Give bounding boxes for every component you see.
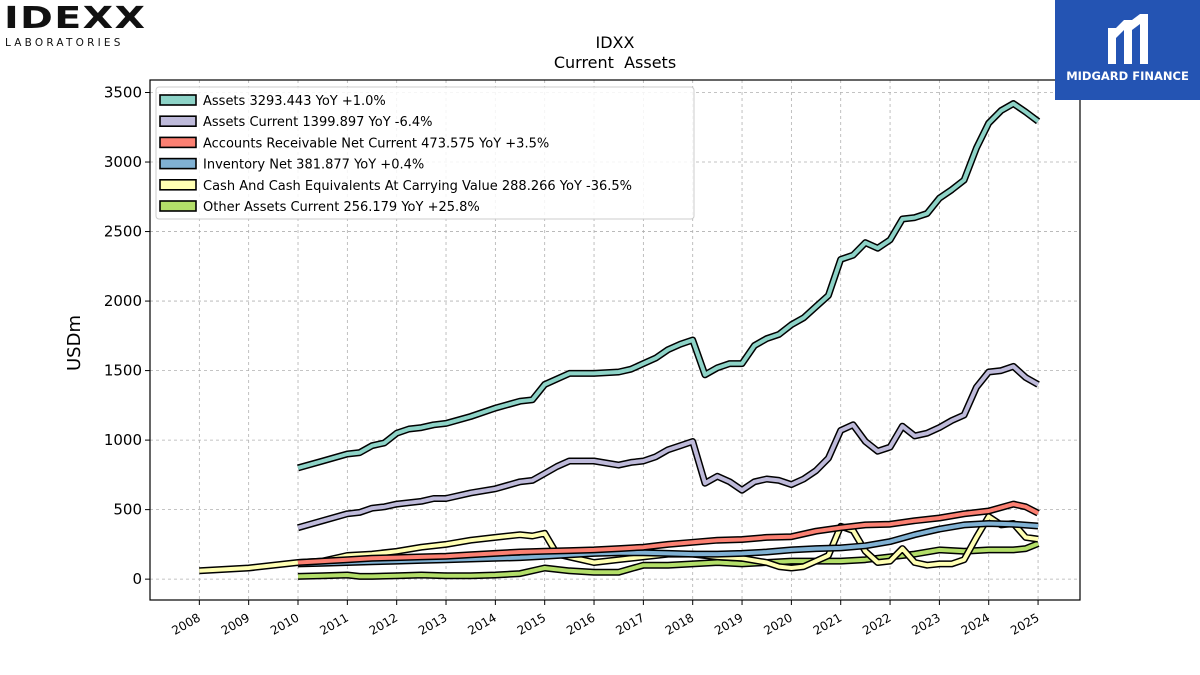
legend-swatch-5	[159, 200, 197, 212]
legend-entry-1: Assets Current 1399.897 YoY -6.4%	[203, 115, 433, 130]
chart-title: IDXX	[596, 33, 635, 52]
x-tick-label: 2009	[219, 610, 252, 637]
legend-swatch-1	[159, 115, 197, 127]
x-tick-label: 2015	[515, 610, 548, 637]
y-tick-label: 2000	[104, 292, 142, 310]
series-line-5	[297, 541, 1039, 579]
legend: Assets 3293.443 YoY +1.0% Assets Current …	[155, 86, 695, 220]
y-tick-label: 0	[132, 570, 142, 588]
legend-entry-3: Inventory Net 381.877 YoY +0.4%	[203, 158, 424, 173]
legend-entry-5: Other Assets Current 256.179 YoY +25.8%	[203, 200, 480, 215]
logo-subtitle: LABORATORIES	[5, 37, 124, 49]
x-tick-label: 2017	[613, 610, 646, 637]
x-tick-label: 2023	[909, 610, 942, 637]
idexx-logo: IDEXX LABORATORIES	[4, 2, 154, 52]
y-tick-label: 1000	[104, 431, 142, 449]
series-line-4	[199, 514, 1039, 573]
y-tick-label: 2500	[104, 223, 142, 241]
x-tick-label: 2019	[712, 610, 745, 637]
x-tick-label: 2012	[367, 610, 400, 637]
y-tick-label: 1500	[104, 362, 142, 380]
series-line-1	[297, 364, 1040, 530]
midgard-finance-logo: MIDGARD FINANCE	[1055, 0, 1200, 100]
x-tick-label: 2021	[811, 610, 844, 637]
x-tick-label: 2025	[1008, 610, 1041, 637]
y-tick-label: 500	[113, 501, 142, 519]
x-tick-label: 2011	[317, 610, 350, 637]
y-tick-label: 3000	[104, 153, 142, 171]
legend-entry-4: Cash And Cash Equivalents At Carrying Va…	[203, 179, 632, 194]
legend-entry-2: Accounts Receivable Net Current 473.575 …	[203, 136, 549, 151]
x-tick-label: 2018	[663, 610, 696, 637]
x-tick-label: 2016	[564, 610, 597, 637]
chart-subtitle: Current Assets	[554, 53, 676, 72]
logo-wordmark: IDEXX	[4, 1, 147, 36]
x-tick-label: 2014	[465, 610, 498, 637]
y-tick-label: 3500	[104, 84, 142, 102]
x-tick-label: 2008	[169, 610, 202, 637]
y-axis-label: USDm	[64, 315, 85, 371]
plot-frame	[149, 79, 1081, 601]
x-tick-label: 2010	[268, 610, 301, 637]
x-tick-label: 2024	[959, 610, 992, 637]
legend-box	[155, 86, 695, 220]
series-layer	[199, 100, 1041, 580]
x-tick-label: 2022	[860, 610, 893, 637]
x-tick-label: 2013	[416, 610, 449, 637]
legend-swatch-3	[159, 157, 197, 170]
legend-swatch-2	[159, 136, 197, 149]
legend-swatch-4	[159, 179, 197, 191]
x-tick-label: 2020	[761, 610, 794, 637]
legend-entry-0: Assets 3293.443 YoY +1.0%	[203, 94, 386, 109]
legend-swatch-0	[159, 94, 197, 106]
brand-name: MIDGARD FINANCE	[1066, 69, 1189, 83]
midgard-emblem-icon	[1108, 14, 1148, 64]
series-line-2	[297, 502, 1040, 565]
series-line-0	[297, 101, 1040, 470]
